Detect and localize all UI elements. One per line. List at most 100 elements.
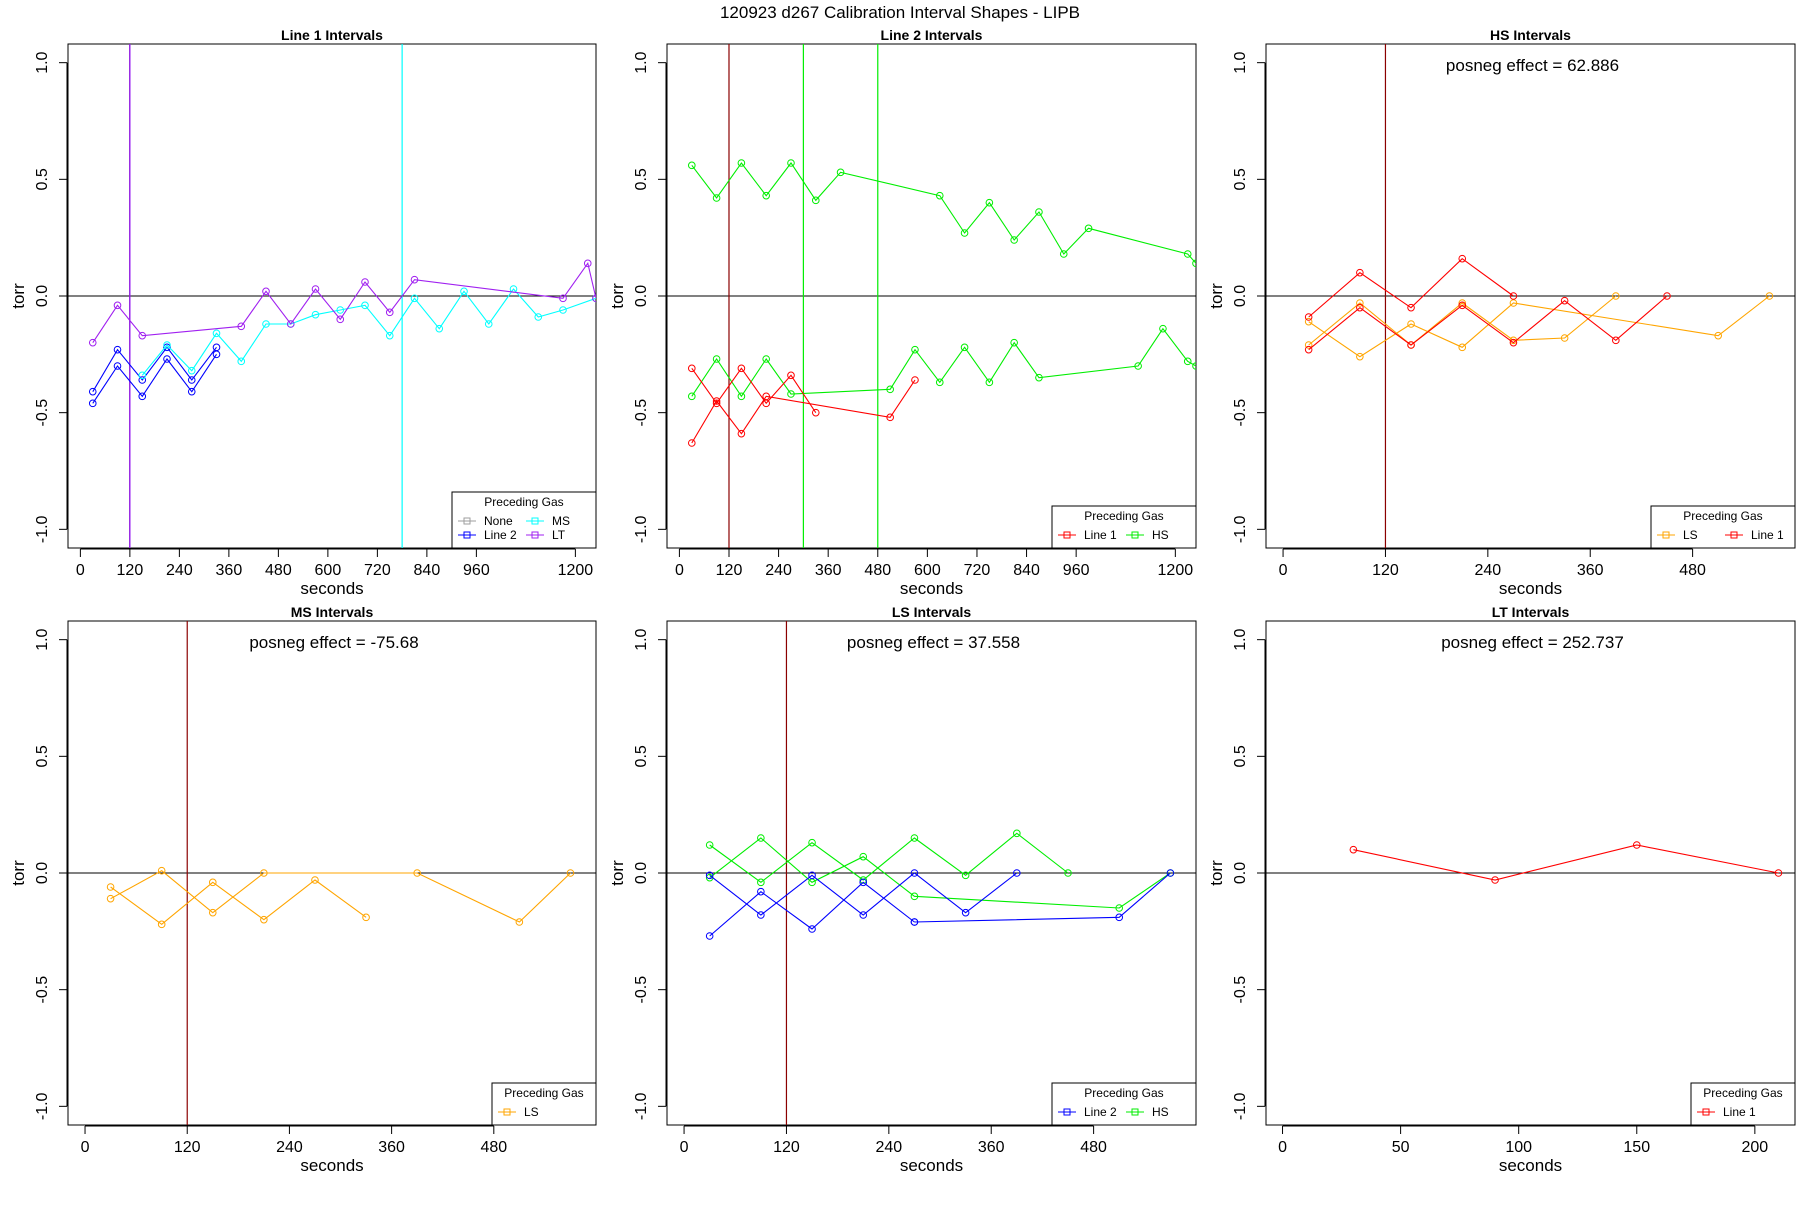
data-point xyxy=(361,278,369,286)
data-point xyxy=(705,871,714,880)
x-tick-label: 0 xyxy=(1279,562,1288,579)
y-tick-label: -0.5 xyxy=(1232,399,1249,427)
x-tick-label: 480 xyxy=(1080,1139,1107,1156)
y-tick-label: 0.0 xyxy=(633,285,650,307)
y-axis-label: torr xyxy=(9,283,28,309)
data-point xyxy=(1663,292,1671,300)
legend-box xyxy=(451,491,597,549)
data-point xyxy=(1407,320,1415,328)
data-point xyxy=(410,294,419,303)
data-point xyxy=(106,883,115,891)
x-tick-label: 240 xyxy=(875,1139,902,1156)
series-line xyxy=(709,837,1171,909)
legend-swatch-marker xyxy=(1662,531,1670,539)
data-point xyxy=(385,308,394,317)
legend-entry-label: Line 2 xyxy=(1084,1105,1117,1119)
data-point xyxy=(712,397,721,405)
legend-swatch-marker xyxy=(1131,531,1139,539)
data-point xyxy=(1115,904,1124,912)
data-point xyxy=(1183,250,1192,258)
y-tick-label: 0.0 xyxy=(34,862,51,884)
data-point xyxy=(1304,345,1313,354)
data-point xyxy=(1356,303,1364,312)
y-tick-label: 0.0 xyxy=(34,285,51,307)
data-point xyxy=(712,399,721,408)
chart-title: MS Intervals xyxy=(291,604,374,620)
x-tick-label: 480 xyxy=(864,562,891,579)
series-line xyxy=(92,346,217,392)
legend-title: Preceding Gas xyxy=(1084,509,1163,523)
data-point xyxy=(985,198,994,207)
figure-title: 120923 d267 Calibration Interval Shapes … xyxy=(720,3,1080,22)
data-point xyxy=(787,159,795,167)
y-tick-label: 0.5 xyxy=(34,168,51,190)
x-axis-label: seconds xyxy=(1499,1156,1562,1175)
x-tick-label: 120 xyxy=(117,562,144,579)
data-point xyxy=(1509,338,1518,347)
legend-box xyxy=(1051,505,1197,549)
legend-title: Preceding Gas xyxy=(1683,509,1762,523)
y-tick-label: 1.0 xyxy=(1232,51,1249,73)
legend-entry-label: HS xyxy=(1152,528,1169,542)
x-tick-label: 600 xyxy=(315,562,342,579)
data-point xyxy=(1407,303,1415,312)
x-axis-label: seconds xyxy=(900,1156,963,1175)
x-tick-label: 0 xyxy=(1278,1139,1287,1156)
x-tick-label: 150 xyxy=(1623,1139,1650,1156)
data-point xyxy=(106,894,115,903)
x-axis-label: seconds xyxy=(300,579,363,598)
y-tick-label: 1.0 xyxy=(34,628,51,650)
chart-panel-1: Line 1 Intervals 0 120 240 360 480 600 720 840 96… xyxy=(9,27,597,598)
data-point xyxy=(163,343,171,352)
legend: Preceding Gas Line 1 HS xyxy=(1051,505,1197,549)
series-line xyxy=(110,879,367,925)
series-group xyxy=(1349,841,1783,884)
y-tick-label: -1.0 xyxy=(1232,1092,1249,1120)
x-tick-label: 120 xyxy=(773,1139,800,1156)
x-tick-label: 0 xyxy=(680,1139,689,1156)
data-point xyxy=(592,294,596,303)
data-point xyxy=(1458,301,1467,310)
data-point xyxy=(757,834,765,842)
legend: Preceding Gas LS Line 1 xyxy=(1650,505,1796,549)
data-point xyxy=(737,392,746,401)
chart-title: LS Intervals xyxy=(892,604,972,620)
data-point xyxy=(435,324,444,333)
data-point xyxy=(757,911,765,919)
posneg-annotation: posneg effect = -75.68 xyxy=(249,633,418,652)
x-tick-label: 200 xyxy=(1742,1139,1769,1156)
data-point xyxy=(113,345,122,354)
data-point xyxy=(1035,373,1043,382)
data-point xyxy=(961,871,970,880)
data-point xyxy=(208,878,217,887)
y-tick-label: -0.5 xyxy=(633,399,650,427)
data-point xyxy=(460,287,468,296)
legend-entry-label: Line 1 xyxy=(1751,528,1784,542)
data-point xyxy=(1035,208,1043,216)
y-tick-label: -1.0 xyxy=(34,1092,51,1120)
data-point xyxy=(1192,362,1196,370)
x-tick-label: 360 xyxy=(378,1139,405,1156)
y-tick-label: -1.0 xyxy=(633,1092,650,1120)
posneg-annotation: posneg effect = 252.737 xyxy=(1441,633,1624,652)
series-line xyxy=(691,162,1196,264)
data-point xyxy=(808,925,816,933)
data-point xyxy=(187,366,196,375)
data-point xyxy=(1349,845,1358,854)
data-point xyxy=(808,871,816,880)
data-point xyxy=(1356,268,1364,277)
data-point xyxy=(1010,338,1018,347)
x-tick-label: 360 xyxy=(815,562,842,579)
data-point xyxy=(1304,317,1313,326)
data-point xyxy=(762,392,770,401)
x-tick-label: 840 xyxy=(1013,562,1040,579)
data-point xyxy=(737,429,746,438)
data-point xyxy=(1356,299,1364,307)
data-point xyxy=(138,371,147,380)
data-point xyxy=(712,194,721,202)
data-point xyxy=(413,869,421,877)
data-point xyxy=(1612,292,1620,300)
y-tick-label: 1.0 xyxy=(34,51,51,73)
x-tick-label: 100 xyxy=(1505,1139,1532,1156)
data-point xyxy=(762,191,770,200)
